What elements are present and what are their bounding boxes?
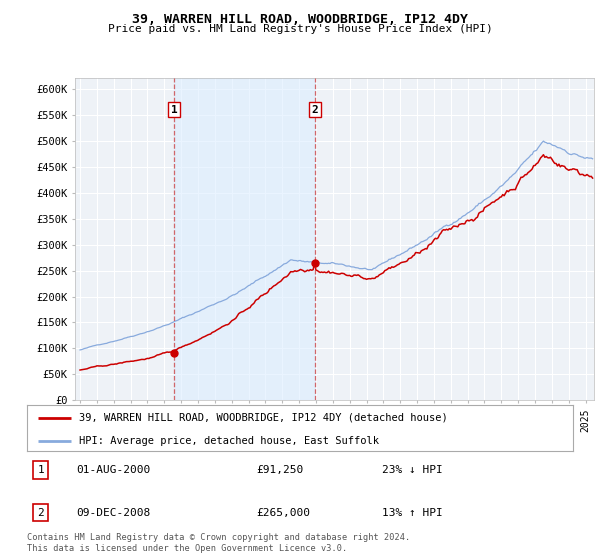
Text: 01-AUG-2000: 01-AUG-2000 <box>76 465 151 475</box>
Text: 2: 2 <box>311 105 319 115</box>
Text: Contains HM Land Registry data © Crown copyright and database right 2024.
This d: Contains HM Land Registry data © Crown c… <box>27 533 410 553</box>
Bar <box>174 78 315 400</box>
Text: 13% ↑ HPI: 13% ↑ HPI <box>382 507 443 517</box>
Text: 2: 2 <box>37 507 44 517</box>
Text: 1: 1 <box>171 105 178 115</box>
Text: 39, WARREN HILL ROAD, WOODBRIDGE, IP12 4DY (detached house): 39, WARREN HILL ROAD, WOODBRIDGE, IP12 4… <box>79 413 448 423</box>
Text: 23% ↓ HPI: 23% ↓ HPI <box>382 465 443 475</box>
Text: HPI: Average price, detached house, East Suffolk: HPI: Average price, detached house, East… <box>79 436 379 446</box>
Text: 39, WARREN HILL ROAD, WOODBRIDGE, IP12 4DY: 39, WARREN HILL ROAD, WOODBRIDGE, IP12 4… <box>132 13 468 26</box>
Text: 09-DEC-2008: 09-DEC-2008 <box>76 507 151 517</box>
Text: £91,250: £91,250 <box>256 465 304 475</box>
Text: 1: 1 <box>37 465 44 475</box>
Text: Price paid vs. HM Land Registry's House Price Index (HPI): Price paid vs. HM Land Registry's House … <box>107 24 493 34</box>
Text: £265,000: £265,000 <box>256 507 310 517</box>
